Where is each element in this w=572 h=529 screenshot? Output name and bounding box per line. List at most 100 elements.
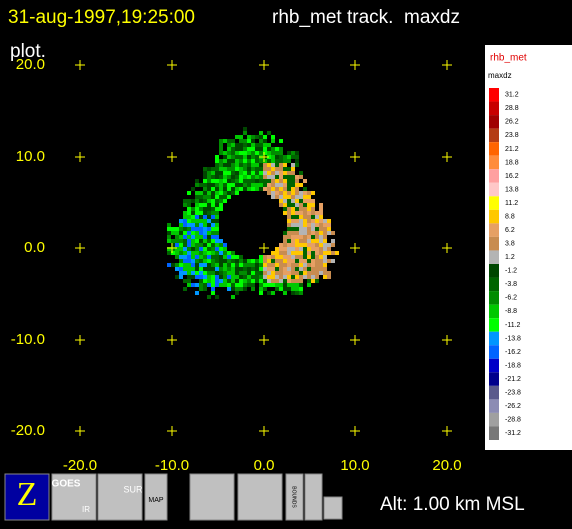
grid-plus <box>167 243 177 253</box>
color-bar-radar: rhb_met <box>490 53 527 64</box>
grid-plus <box>259 60 269 70</box>
toolbar-button[interactable] <box>4 473 50 521</box>
color-label: 26.2 <box>505 119 519 126</box>
grid-plus <box>442 60 452 70</box>
color-label: 1.2 <box>505 254 515 261</box>
y-label: 20.0 <box>16 56 45 73</box>
color-swatch <box>489 115 499 129</box>
color-swatch <box>489 250 499 264</box>
color-swatch <box>489 331 499 346</box>
button-label: SUR <box>123 484 143 494</box>
grid-plus <box>167 426 177 436</box>
color-swatch <box>489 236 499 251</box>
color-swatch <box>489 142 499 156</box>
color-bar-panel <box>485 45 572 450</box>
x-label: 0.0 <box>254 457 275 474</box>
color-swatch <box>489 209 499 224</box>
color-label: 6.2 <box>505 227 515 234</box>
color-swatch <box>489 264 499 278</box>
altitude: Alt: 1.00 km MSL <box>380 494 525 515</box>
color-swatch <box>489 88 499 102</box>
timestamp: 31-aug-1997,19:25:00 <box>8 7 195 28</box>
color-label: -1.2 <box>505 268 517 275</box>
color-label: -13.8 <box>505 335 521 342</box>
color-swatch <box>489 412 499 427</box>
color-label: 16.2 <box>505 173 519 180</box>
color-swatch <box>489 318 499 332</box>
color-swatch <box>489 169 499 183</box>
toolbar-button[interactable] <box>304 473 323 521</box>
button-label: BOUNDS <box>291 486 297 508</box>
grid-plus <box>442 152 452 162</box>
color-swatch <box>489 277 499 292</box>
radar-image <box>167 127 339 299</box>
color-swatch <box>489 385 499 400</box>
color-swatch <box>489 155 499 170</box>
color-swatch <box>489 101 499 116</box>
x-label: 20.0 <box>432 457 461 474</box>
toolbar-button[interactable] <box>285 473 304 521</box>
grid-plus <box>350 243 360 253</box>
y-label: 0.0 <box>24 239 45 256</box>
color-swatch <box>489 128 499 143</box>
grid-plus <box>350 426 360 436</box>
color-swatch <box>489 399 499 413</box>
y-label: -10.0 <box>11 331 45 348</box>
color-swatch <box>489 426 499 440</box>
title: rhb_met track. maxdz <box>272 7 460 28</box>
grid-plus <box>75 243 85 253</box>
x-label: -10.0 <box>155 457 189 474</box>
color-swatch <box>489 358 499 373</box>
toolbar-button[interactable] <box>51 473 97 521</box>
color-label: -21.2 <box>505 376 521 383</box>
grid-plus <box>259 152 269 162</box>
toolbar-button[interactable] <box>144 473 168 521</box>
button-label: Z <box>17 476 38 513</box>
color-label: 28.8 <box>505 105 519 112</box>
color-label: -18.8 <box>505 362 521 369</box>
x-label: 10.0 <box>340 457 369 474</box>
grid-plus <box>75 60 85 70</box>
color-label: 11.2 <box>505 200 518 207</box>
color-swatch <box>489 223 499 237</box>
color-swatch <box>489 304 499 319</box>
color-label: -6.2 <box>505 295 517 302</box>
color-swatch <box>489 372 499 386</box>
grid-plus <box>75 426 85 436</box>
toolbar-button[interactable] <box>237 473 283 521</box>
grid-plus <box>259 243 269 253</box>
grid-plus <box>167 335 177 345</box>
color-label: -31.2 <box>505 430 521 437</box>
title-cont: plot. <box>10 41 46 62</box>
grid-plus <box>259 426 269 436</box>
color-label: -11.2 <box>505 322 521 329</box>
color-label: 31.2 <box>505 92 519 99</box>
toolbar-button[interactable] <box>323 496 343 520</box>
color-label: -16.2 <box>505 349 521 356</box>
color-label: 18.8 <box>505 159 519 166</box>
grid-plus <box>350 60 360 70</box>
color-swatch <box>489 196 499 210</box>
grid-plus <box>167 60 177 70</box>
color-label: 13.8 <box>505 186 519 193</box>
color-swatch <box>489 291 499 305</box>
color-label: -28.8 <box>505 417 521 424</box>
color-label: 3.8 <box>505 241 515 248</box>
color-label: -26.2 <box>505 403 521 410</box>
color-label: 21.2 <box>505 146 519 153</box>
color-swatch <box>489 182 499 197</box>
button-label: GOES <box>52 479 81 490</box>
toolbar-button[interactable] <box>97 473 143 521</box>
button-label: MAP <box>148 497 164 504</box>
color-label: -3.8 <box>505 281 517 288</box>
color-label: -23.8 <box>505 389 521 396</box>
y-label: 10.0 <box>16 148 45 165</box>
color-bar-field: maxdz <box>488 71 512 80</box>
toolbar-button[interactable] <box>189 473 235 521</box>
grid-plus <box>259 335 269 345</box>
color-swatch <box>489 345 499 359</box>
color-label: 23.8 <box>505 132 519 139</box>
grid-plus <box>442 243 452 253</box>
grid-plus <box>167 152 177 162</box>
